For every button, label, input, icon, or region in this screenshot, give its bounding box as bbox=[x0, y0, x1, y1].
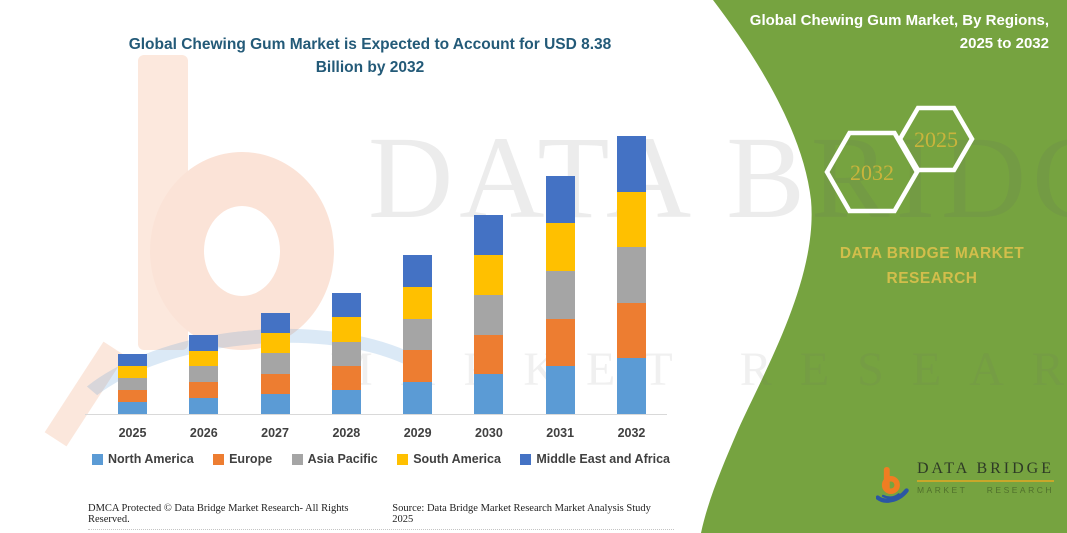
footer: DMCA Protected © Data Bridge Market Rese… bbox=[88, 503, 674, 530]
bar-segment-2027-north-america bbox=[260, 393, 290, 414]
bar-segment-2029-asia-pacific bbox=[403, 318, 433, 351]
watermark-b-logo-wedge bbox=[44, 341, 126, 447]
bar-segment-2030-middle-east-and-africa bbox=[474, 215, 504, 256]
x-axis-label-2032: 2032 bbox=[617, 426, 646, 440]
legend-item-north-america: North America bbox=[92, 452, 194, 466]
bar-segment-2032-south-america bbox=[616, 191, 646, 248]
x-axis-label-2031: 2031 bbox=[546, 426, 575, 440]
bar-segment-2026-asia-pacific bbox=[189, 366, 219, 383]
bars-row: 2025 2026 2027 2028 2029 2030 2031 2032 bbox=[118, 120, 646, 440]
bar-segment-2030-south-america bbox=[474, 255, 504, 295]
bar-segment-2025-middle-east-and-africa bbox=[118, 354, 147, 367]
bar-2028: 2028 bbox=[331, 120, 361, 440]
bar-segment-2027-south-america bbox=[260, 333, 290, 354]
legend-label: South America bbox=[413, 452, 501, 466]
bar-segment-2028-south-america bbox=[331, 317, 361, 342]
bar-segment-2027-europe bbox=[260, 373, 290, 394]
bar-2029: 2029 bbox=[403, 120, 433, 440]
bar-segment-2032-europe bbox=[616, 302, 646, 359]
x-axis-label-2026: 2026 bbox=[189, 426, 218, 440]
legend-swatch-icon bbox=[397, 453, 409, 465]
bar-segment-2030-asia-pacific bbox=[474, 294, 504, 335]
x-axis-label-2027: 2027 bbox=[261, 426, 289, 440]
bar-segment-2025-north-america bbox=[118, 402, 147, 414]
bar-segment-2026-middle-east-and-africa bbox=[189, 334, 219, 351]
bar-2025: 2025 bbox=[118, 120, 147, 440]
hexagon-2025 bbox=[897, 105, 975, 173]
bar-segment-2032-asia-pacific bbox=[616, 247, 646, 303]
bar-2026: 2026 bbox=[189, 120, 219, 440]
bar-segment-2029-north-america bbox=[403, 382, 433, 414]
bar-segment-2028-asia-pacific bbox=[331, 341, 361, 366]
legend-swatch-icon bbox=[291, 453, 303, 465]
databridge-logo-icon bbox=[876, 466, 909, 503]
bar-segment-2031-south-america bbox=[545, 223, 575, 272]
legend-label: Middle East and Africa bbox=[536, 452, 670, 466]
bar-segment-2029-middle-east-and-africa bbox=[403, 255, 433, 287]
bar-2031: 2031 bbox=[545, 120, 575, 440]
bar-segment-2025-europe bbox=[118, 390, 147, 403]
bar-segment-2028-europe bbox=[331, 365, 361, 390]
bar-segment-2026-north-america bbox=[189, 398, 219, 414]
side-panel-heading: Global Chewing Gum Market, By Regions, 2… bbox=[749, 12, 1049, 52]
hexagon-2032-label: 2032 bbox=[850, 160, 894, 185]
legend-label: North America bbox=[108, 452, 194, 466]
legend-item-europe: Europe bbox=[213, 452, 272, 466]
bar-segment-2029-europe bbox=[403, 350, 433, 383]
bar-segment-2031-north-america bbox=[545, 366, 575, 414]
legend-label: Asia Pacific bbox=[307, 452, 378, 466]
x-axis-label-2029: 2029 bbox=[403, 426, 432, 440]
legend-label: Europe bbox=[229, 452, 273, 466]
bar-segment-2029-south-america bbox=[403, 286, 433, 319]
bar-segment-2025-asia-pacific bbox=[118, 378, 147, 391]
bar-segment-2026-south-america bbox=[189, 350, 219, 367]
bar-segment-2025-south-america bbox=[118, 366, 147, 379]
databridge-logo: DATA BRIDGE MARKET RESEARCH bbox=[876, 460, 1054, 510]
bar-segment-2027-middle-east-and-africa bbox=[260, 313, 290, 334]
bar-segment-2031-middle-east-and-africa bbox=[545, 175, 575, 224]
bar-2032: 2032 bbox=[616, 120, 646, 440]
legend-swatch-icon bbox=[520, 453, 532, 465]
chart-legend: North America Europe Asia Pacific South Ame… bbox=[92, 452, 670, 466]
footer-source: Source: Data Bridge Market Research Mark… bbox=[392, 503, 651, 525]
databridge-logo-underline bbox=[916, 480, 1054, 482]
bar-segment-2028-north-america bbox=[331, 389, 361, 414]
year-hexagons: 2032 2025 bbox=[824, 105, 975, 214]
databridge-logo-text: DATA BRIDGE MARKET RESEARCH bbox=[916, 460, 1054, 495]
databridge-logo-name: DATA BRIDGE bbox=[916, 460, 1054, 477]
x-axis-line bbox=[85, 414, 667, 415]
chart-title: Global Chewing Gum Market is Expected to… bbox=[128, 36, 612, 77]
bar-segment-2028-middle-east-and-africa bbox=[331, 293, 361, 318]
bar-segment-2032-middle-east-and-africa bbox=[616, 136, 646, 192]
brand-text: DATA BRIDGE MARKET RESEARCH bbox=[839, 245, 1025, 287]
legend-item-south-america: South America bbox=[397, 452, 501, 466]
legend-swatch-icon bbox=[92, 453, 103, 465]
x-axis-label-2025: 2025 bbox=[118, 426, 147, 440]
legend-item-middle-east-and-africa: Middle East and Africa bbox=[520, 452, 670, 466]
legend-swatch-icon bbox=[213, 453, 225, 465]
hexagon-2025-label: 2025 bbox=[914, 127, 958, 152]
footer-copyright: DMCA Protected © Data Bridge Market Rese… bbox=[88, 503, 349, 525]
bar-segment-2031-asia-pacific bbox=[545, 271, 575, 319]
bar-segment-2030-north-america bbox=[474, 374, 504, 414]
bar-segment-2030-europe bbox=[474, 334, 504, 375]
bar-segment-2031-europe bbox=[545, 318, 575, 367]
bar-segment-2026-europe bbox=[189, 382, 219, 399]
logo-sub-market: MARKET bbox=[916, 485, 968, 495]
bar-segment-2032-north-america bbox=[616, 358, 646, 414]
legend-item-asia-pacific: Asia Pacific bbox=[291, 452, 378, 466]
x-axis-label-2030: 2030 bbox=[475, 426, 503, 440]
databridge-logo-subtext: MARKET RESEARCH bbox=[917, 485, 1054, 495]
x-axis-label-2028: 2028 bbox=[332, 426, 361, 440]
bar-2030: 2030 bbox=[474, 120, 504, 440]
bar-2027: 2027 bbox=[260, 120, 290, 440]
bar-segment-2027-asia-pacific bbox=[260, 353, 290, 374]
logo-sub-research: RESEARCH bbox=[986, 485, 1054, 495]
